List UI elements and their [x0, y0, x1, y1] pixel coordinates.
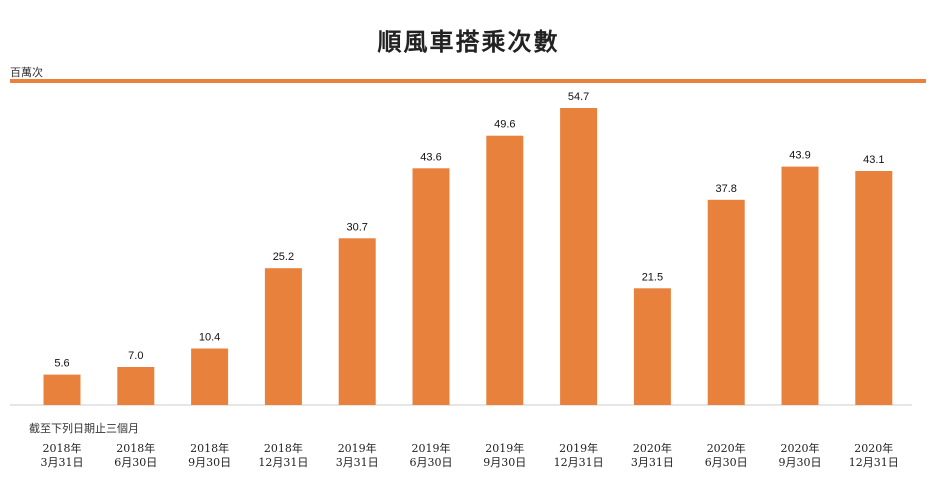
bar-8 — [633, 288, 671, 405]
x-tick-label-3-line-0: 2018年 — [264, 441, 303, 455]
bar-11 — [855, 171, 893, 405]
x-tick-label-11-line-0: 2020年 — [854, 441, 893, 455]
bar-1 — [117, 367, 155, 405]
bar-4 — [338, 238, 376, 405]
chart-title: 順風車搭乘次數 — [377, 27, 560, 56]
x-tick-label-0-line-1: 3月31日 — [41, 456, 84, 469]
bar-3 — [264, 268, 302, 405]
x-tick-label-6-line-0: 2019年 — [485, 441, 524, 455]
y-axis-unit-label: 百萬次 — [10, 66, 43, 79]
value-label-2: 10.4 — [199, 332, 220, 344]
bar-10 — [781, 166, 819, 405]
x-tick-label-11-line-1: 12月31日 — [849, 456, 899, 469]
value-label-9: 37.8 — [715, 183, 736, 195]
x-tick-label-10-line-0: 2020年 — [781, 441, 820, 455]
bar-5 — [412, 168, 450, 405]
value-label-3: 25.2 — [273, 251, 294, 263]
x-tick-label-1-line-0: 2018年 — [116, 441, 155, 455]
value-label-8: 21.5 — [642, 271, 663, 283]
x-tick-label-6-line-1: 9月30日 — [483, 456, 526, 469]
x-tick-label-7-line-0: 2019年 — [559, 441, 598, 455]
x-tick-label-9-line-0: 2020年 — [707, 441, 746, 455]
x-tick-label-0-line-0: 2018年 — [43, 441, 82, 455]
header-rule — [10, 79, 926, 83]
x-tick-label-4-line-1: 3月31日 — [336, 456, 379, 469]
value-label-1: 7.0 — [128, 350, 143, 362]
bar-9 — [707, 199, 745, 405]
period-note: 截至下列日期止三個月 — [29, 422, 139, 435]
x-tick-label-2-line-1: 9月30日 — [188, 456, 231, 469]
x-tick-label-3-line-1: 12月31日 — [258, 456, 308, 469]
x-tick-label-9-line-1: 6月30日 — [705, 456, 748, 469]
x-tick-label-5-line-0: 2019年 — [412, 441, 451, 455]
bars-group — [43, 108, 893, 405]
value-label-7: 54.7 — [568, 91, 589, 103]
value-label-4: 30.7 — [346, 221, 367, 233]
x-tick-label-10-line-1: 9月30日 — [779, 456, 822, 469]
x-tick-label-1-line-1: 6月30日 — [114, 456, 157, 469]
x-tick-label-4-line-0: 2019年 — [338, 441, 377, 455]
value-label-10: 43.9 — [789, 150, 810, 162]
value-label-6: 49.6 — [494, 119, 515, 131]
value-labels-group: 5.6 7.0 10.4 25.2 30.7 43.6 49.6 54.7 21.5 37.8 43… — [54, 91, 884, 370]
value-label-5: 43.6 — [420, 151, 441, 163]
bar-6 — [486, 135, 524, 405]
bar-2 — [191, 348, 229, 405]
value-label-11: 43.1 — [863, 154, 884, 166]
bar-7 — [560, 108, 598, 405]
value-label-0: 5.6 — [54, 358, 69, 370]
x-tick-label-8-line-1: 3月31日 — [631, 456, 674, 469]
x-tick-label-2-line-0: 2018年 — [190, 441, 229, 455]
x-tick-labels-group: 2018年3月31日2018年6月30日2018年9月30日2018年12月31… — [41, 441, 899, 469]
x-tick-label-5-line-1: 6月30日 — [410, 456, 453, 469]
bar-0 — [43, 374, 81, 405]
x-tick-label-8-line-0: 2020年 — [633, 441, 672, 455]
x-tick-label-7-line-1: 12月31日 — [554, 456, 604, 469]
